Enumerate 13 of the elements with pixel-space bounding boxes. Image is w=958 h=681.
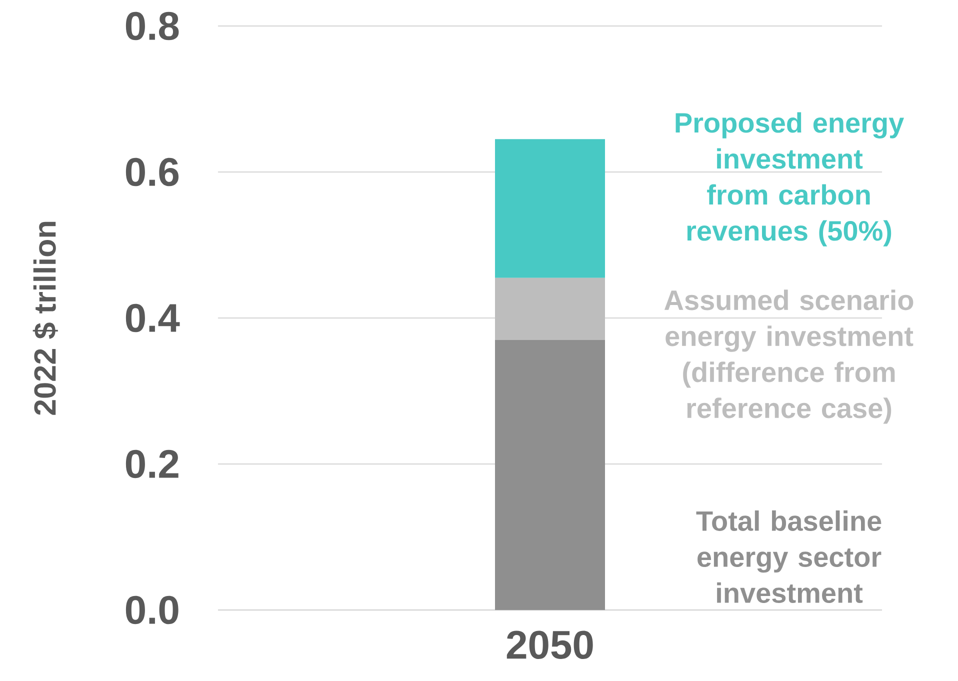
bar [495, 340, 605, 610]
y-tick-label: 0.4 [126, 304, 180, 332]
x-tick-label: 2050 [506, 630, 593, 660]
y-tick-label: 0.2 [126, 450, 178, 478]
y-tick-label: 0.8 [126, 12, 179, 40]
bar [495, 139, 605, 278]
bar [495, 278, 605, 340]
text: Total baseline energy sector investment [696, 510, 882, 603]
text: Assumed scenario energy investment (difference from reference case) [664, 290, 914, 424]
y-tick-label: 0.0 [126, 596, 178, 624]
text: Proposed energy investment from carbon revenues (50%) [676, 112, 904, 246]
y-tick-label: 0.6 [126, 158, 179, 186]
y-axis-title: 2022 $ trillion [32, 222, 58, 415]
